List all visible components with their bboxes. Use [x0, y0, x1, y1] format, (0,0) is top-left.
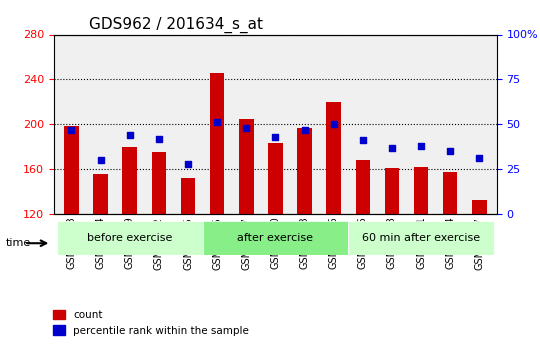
Bar [181, 178, 195, 214]
Text: GDS962 / 201634_s_at: GDS962 / 201634_s_at [90, 17, 264, 33]
Point [417, 143, 426, 148]
Bar [443, 172, 457, 214]
Point [388, 145, 396, 150]
Bar [268, 143, 282, 214]
Point [184, 161, 192, 166]
Point [359, 138, 367, 143]
Point [213, 120, 221, 125]
Point [242, 125, 251, 130]
Bar [210, 73, 225, 214]
Text: 60 min after exercise: 60 min after exercise [362, 233, 480, 243]
Bar [472, 200, 487, 214]
Bar [297, 128, 312, 214]
Bar [355, 160, 370, 214]
Bar [123, 147, 137, 214]
Point [96, 157, 105, 163]
Point [475, 156, 484, 161]
Bar [152, 152, 166, 214]
Bar [348, 221, 494, 255]
Text: before exercise: before exercise [87, 233, 172, 243]
Bar [202, 221, 348, 255]
Text: after exercise: after exercise [238, 233, 313, 243]
Point [125, 132, 134, 138]
Bar [93, 174, 108, 214]
Point [446, 148, 455, 154]
Bar [239, 119, 254, 214]
Legend: count, percentile rank within the sample: count, percentile rank within the sample [49, 306, 253, 340]
Point [67, 127, 76, 132]
Bar [384, 168, 399, 214]
Point [329, 121, 338, 127]
Point [154, 136, 163, 141]
Point [271, 134, 280, 139]
Point [300, 127, 309, 132]
Bar [57, 221, 202, 255]
Bar [64, 126, 79, 214]
Bar [326, 102, 341, 214]
Bar [414, 167, 428, 214]
Text: time: time [5, 238, 31, 248]
